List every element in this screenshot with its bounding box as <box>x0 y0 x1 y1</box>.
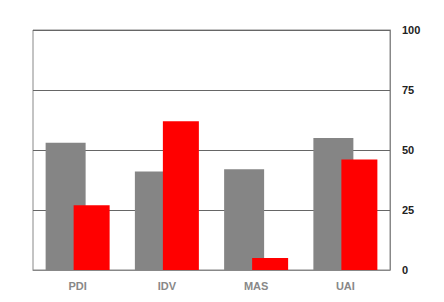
svg-text:100: 100 <box>402 24 420 36</box>
svg-text:75: 75 <box>402 84 414 96</box>
svg-text:PDI: PDI <box>68 280 86 292</box>
svg-text:UAI: UAI <box>336 280 355 292</box>
svg-text:MAS: MAS <box>244 280 268 292</box>
svg-text:0: 0 <box>402 264 408 276</box>
svg-text:IDV: IDV <box>158 280 177 292</box>
svg-text:25: 25 <box>402 204 414 216</box>
svg-text:50: 50 <box>402 144 414 156</box>
